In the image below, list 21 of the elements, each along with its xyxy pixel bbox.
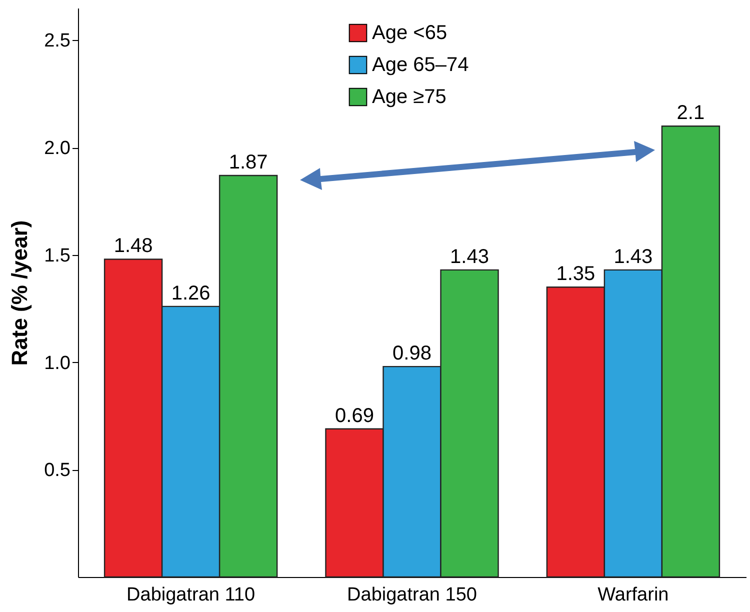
y-tick-label: 2.0 — [44, 138, 70, 160]
y-tick-label: 1.0 — [44, 352, 70, 374]
data-label: 0.98 — [392, 342, 432, 365]
legend-label: Age <65 — [372, 22, 448, 44]
data-label: 1.48 — [114, 235, 153, 258]
data-label: 2.1 — [676, 102, 705, 124]
x-tick-label: Warfarin — [598, 584, 669, 606]
y-tick-label: 2.5 — [44, 30, 70, 52]
y-axis-title: Rate (% /year) — [7, 220, 32, 366]
data-label: 0.69 — [335, 404, 374, 427]
legend-label: Age ≥75 — [372, 86, 446, 108]
data-label: 1.43 — [450, 246, 489, 268]
data-label: 1.43 — [614, 246, 653, 268]
y-tick-label: 1.5 — [44, 245, 70, 266]
data-label: 1.26 — [171, 282, 210, 304]
data-label: 1.35 — [556, 263, 596, 286]
x-tick-label: Dabigatran 150 — [347, 584, 477, 606]
data-label: 1.87 — [228, 151, 268, 174]
y-tick-label: 0.5 — [44, 460, 70, 482]
legend-label: Age 65–74 — [372, 54, 469, 76]
x-tick-label: Dabigatran 110 — [126, 584, 256, 606]
